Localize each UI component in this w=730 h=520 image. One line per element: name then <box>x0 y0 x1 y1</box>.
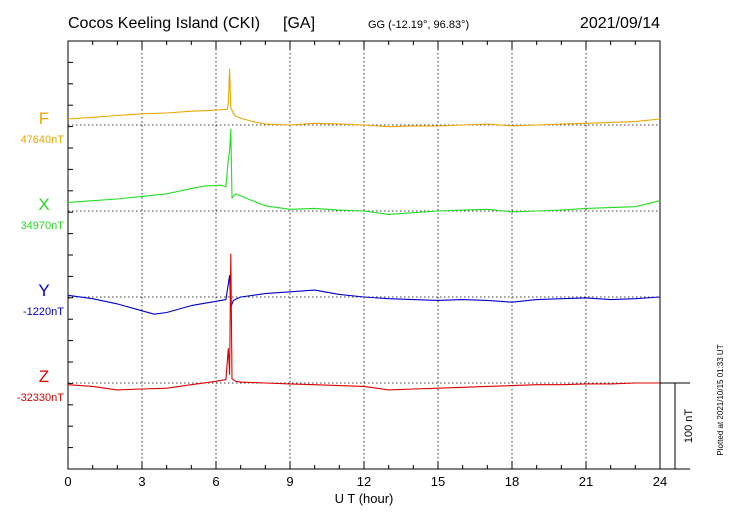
series-name-x: X <box>38 195 49 214</box>
station-coordinates: GG (-12.19°, 96.83°) <box>368 19 469 31</box>
x-tick-label: 3 <box>138 474 145 489</box>
series-line-x <box>67 128 661 215</box>
series-baseline-y: -1220nT <box>23 306 64 318</box>
x-tick-label: 6 <box>212 474 219 489</box>
series-line-z <box>67 253 660 391</box>
x-tick-label: 12 <box>357 474 371 489</box>
grid <box>141 41 587 469</box>
station-title: Cocos Keeling Island (CKI) <box>68 15 260 32</box>
x-axis-ticks: 0 3 6 9 12 15 18 21 24 <box>64 40 667 489</box>
series-labels: F 47640nT X 34970nT Y -1220nT Z -32330nT <box>17 109 64 404</box>
station-code: [GA] <box>283 15 315 32</box>
series-baseline-f: 47640nT <box>21 134 65 146</box>
series-name-z: Z <box>39 367 49 386</box>
x-tick-label: 24 <box>653 474 667 489</box>
x-axis-label: U T (hour) <box>335 491 394 506</box>
x-tick-label: 0 <box>64 474 71 489</box>
scale-bar: 100 nT <box>660 382 695 470</box>
series-group <box>67 68 661 391</box>
series-baseline-z: -32330nT <box>17 392 64 404</box>
x-tick-label: 9 <box>286 474 293 489</box>
x-tick-label: 18 <box>505 474 519 489</box>
x-tick-label: 21 <box>579 474 593 489</box>
plot-date: 2021/09/14 <box>580 15 660 32</box>
series-baseline-x: 34970nT <box>21 220 65 232</box>
series-name-y: Y <box>38 281 49 300</box>
scale-bar-label: 100 nT <box>683 409 695 444</box>
series-name-f: F <box>39 109 49 128</box>
series-line-y <box>67 274 661 315</box>
plotted-at-note: Plotted at 2021/10/15 01:33 UT <box>716 344 725 455</box>
x-tick-label: 15 <box>431 474 445 489</box>
series-line-f <box>67 68 661 128</box>
